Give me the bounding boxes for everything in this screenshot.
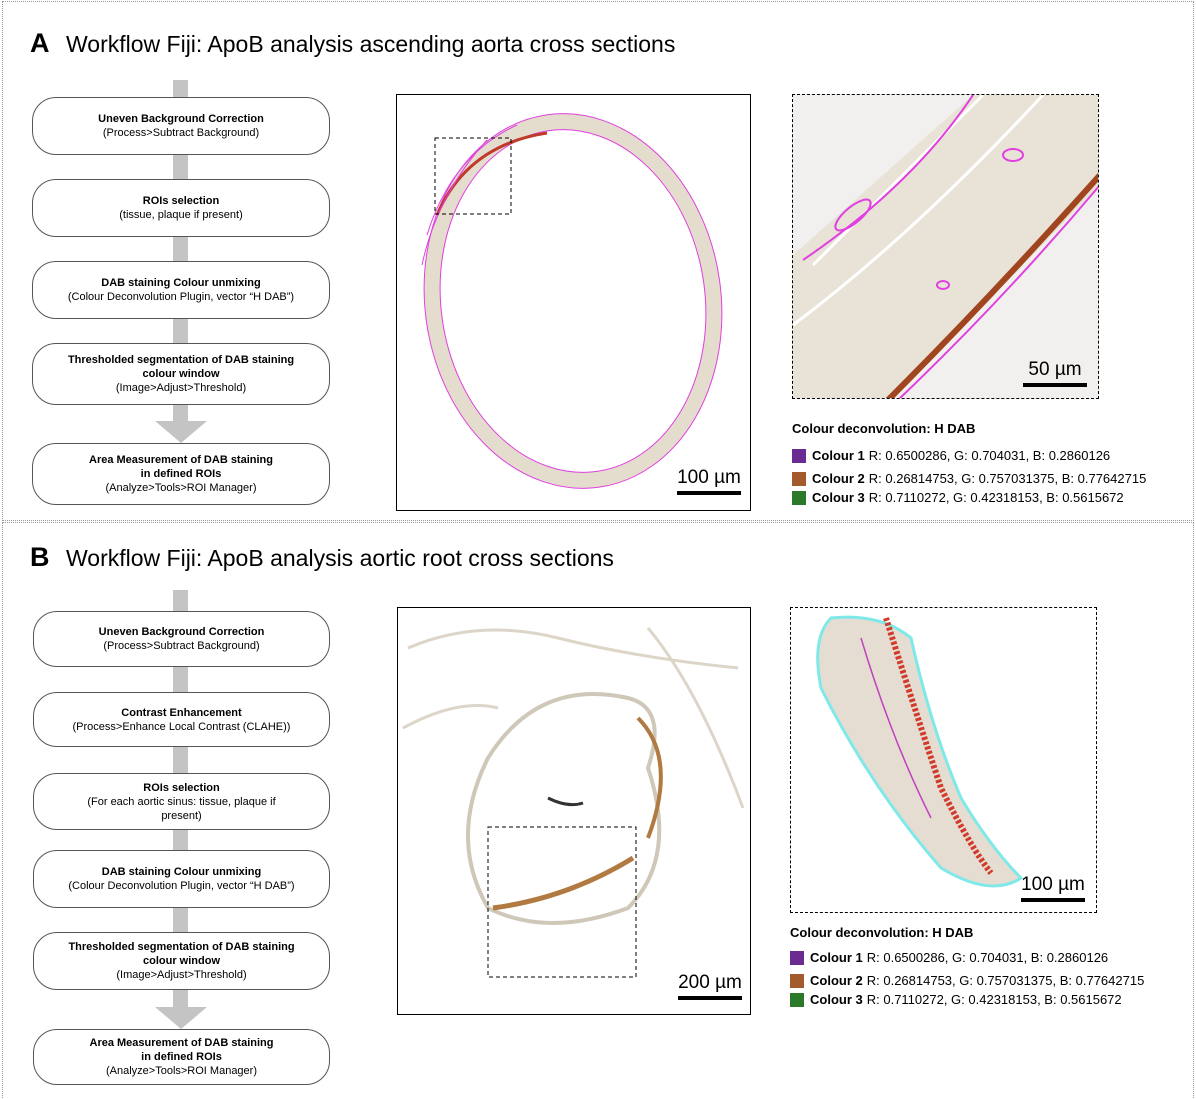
aorta-drawing xyxy=(397,95,751,511)
connector xyxy=(173,590,188,611)
legend-swatch xyxy=(790,951,804,965)
legend-title: Colour deconvolution: H DAB xyxy=(790,925,973,940)
step-detail: (Process>Subtract Background) xyxy=(103,126,259,140)
legend-swatch xyxy=(792,472,806,486)
workflow-step: Contrast Enhancement(Process>Enhance Loc… xyxy=(33,692,330,747)
root-zoom: 100 µm xyxy=(790,607,1097,913)
step-detail: (Image>Adjust>Threshold) xyxy=(116,968,246,982)
legend-text: R: 0.6500286, G: 0.704031, B: 0.2860126 xyxy=(867,950,1108,965)
workflow-step: DAB staining Colour unmixing(Colour Deco… xyxy=(33,850,330,908)
legend-label: Colour 1 xyxy=(812,448,865,463)
legend-text: R: 0.7110272, G: 0.42318153, B: 0.561567… xyxy=(869,490,1124,505)
connector xyxy=(173,80,188,97)
connector xyxy=(173,405,188,421)
step-detail: (Colour Deconvolution Plugin, vector “H … xyxy=(68,290,294,304)
legend-text: R: 0.26814753, G: 0.757031375, B: 0.7764… xyxy=(869,471,1147,486)
step-detail: (Analyze>Tools>ROI Manager) xyxy=(106,1064,257,1078)
legend-swatch xyxy=(792,491,806,505)
step-title: Thresholded segmentation of DAB staining xyxy=(68,353,294,367)
aorta-image: 100 µm xyxy=(396,94,751,511)
legend-swatch xyxy=(792,449,806,463)
connector xyxy=(173,237,188,261)
legend-item: Colour 1 R: 0.6500286, G: 0.704031, B: 0.… xyxy=(790,950,1108,965)
panel-letter: A xyxy=(30,28,50,59)
step-detail: present) xyxy=(161,809,201,823)
workflow-step: Thresholded segmentation of DAB staining… xyxy=(33,932,330,990)
connector xyxy=(173,990,188,1007)
workflow-step: Thresholded segmentation of DAB staining… xyxy=(32,343,330,405)
scale-bar: 100 µm xyxy=(669,467,749,495)
connector xyxy=(173,830,188,850)
step-title: colour window xyxy=(143,367,220,381)
root-drawing xyxy=(398,608,751,1015)
legend-swatch xyxy=(790,993,804,1007)
step-title: ROIs selection xyxy=(143,781,219,795)
legend-title: Colour deconvolution: H DAB xyxy=(792,421,975,436)
legend-text: R: 0.7110272, G: 0.42318153, B: 0.561567… xyxy=(867,992,1122,1007)
legend-item: Colour 3 R: 0.7110272, G: 0.42318153, B: … xyxy=(790,992,1122,1007)
zoom-drawing xyxy=(793,95,1099,399)
legend-label: Colour 2 xyxy=(812,471,865,486)
arrow-head xyxy=(155,1007,207,1029)
step-title: Thresholded segmentation of DAB staining xyxy=(68,940,294,954)
legend-item: Colour 2 R: 0.26814753, G: 0.757031375, B… xyxy=(790,973,1144,988)
legend-label: Colour 3 xyxy=(812,490,865,505)
legend-item: Colour 2 R: 0.26814753, G: 0.757031375, B… xyxy=(792,471,1146,486)
workflow-step: ROIs selection(tissue, plaque if present… xyxy=(32,179,330,237)
step-detail: (tissue, plaque if present) xyxy=(119,208,243,222)
zoom-drawing xyxy=(791,608,1097,913)
step-title: Contrast Enhancement xyxy=(121,706,241,720)
legend-item: Colour 1 R: 0.6500286, G: 0.704031, B: 0.… xyxy=(792,448,1110,463)
step-title: DAB staining Colour unmixing xyxy=(102,865,262,879)
workflow-step: ROIs selection(For each aortic sinus: ti… xyxy=(33,773,330,830)
step-detail: (For each aortic sinus: tissue, plaque i… xyxy=(87,795,275,809)
scale-bar: 50 µm xyxy=(1015,359,1095,387)
connector xyxy=(173,319,188,343)
step-detail: (Image>Adjust>Threshold) xyxy=(116,381,246,395)
step-title: Area Measurement of DAB staining xyxy=(90,1036,274,1050)
connector xyxy=(173,908,188,932)
panel-title: Workflow Fiji: ApoB analysis ascending a… xyxy=(66,31,675,58)
legend-swatch xyxy=(790,974,804,988)
connector xyxy=(173,667,188,692)
connector xyxy=(173,155,188,179)
step-detail: (Colour Deconvolution Plugin, vector “H … xyxy=(68,879,294,893)
legend-label: Colour 2 xyxy=(810,973,863,988)
scale-bar: 200 µm xyxy=(670,972,750,1000)
step-title: DAB staining Colour unmixing xyxy=(101,276,261,290)
scale-bar: 100 µm xyxy=(1013,874,1093,902)
step-detail: (Process>Subtract Background) xyxy=(103,639,259,653)
step-title: in defined ROIs xyxy=(141,1050,222,1064)
workflow-step: DAB staining Colour unmixing(Colour Deco… xyxy=(32,261,330,319)
step-title: Uneven Background Correction xyxy=(98,112,264,126)
legend-label: Colour 1 xyxy=(810,950,863,965)
legend-text: R: 0.6500286, G: 0.704031, B: 0.2860126 xyxy=(869,448,1110,463)
step-title: Uneven Background Correction xyxy=(99,625,265,639)
aorta-zoom: 50 µm xyxy=(792,94,1099,399)
legend-label: Colour 3 xyxy=(810,992,863,1007)
panel-letter: B xyxy=(30,542,50,573)
step-title: Area Measurement of DAB staining xyxy=(89,453,273,467)
legend-text: R: 0.26814753, G: 0.757031375, B: 0.7764… xyxy=(867,973,1145,988)
workflow-step: Uneven Background Correction(Process>Sub… xyxy=(32,97,330,155)
workflow-step: Uneven Background Correction(Process>Sub… xyxy=(33,611,330,667)
step-detail: (Analyze>Tools>ROI Manager) xyxy=(105,481,256,495)
connector xyxy=(173,747,188,773)
root-image: 200 µm xyxy=(397,607,751,1015)
step-title: colour window xyxy=(143,954,220,968)
step-detail: (Process>Enhance Local Contrast (CLAHE)) xyxy=(73,720,291,734)
legend-item: Colour 3 R: 0.7110272, G: 0.42318153, B: … xyxy=(792,490,1124,505)
step-title: ROIs selection xyxy=(143,194,219,208)
panel-title: Workflow Fiji: ApoB analysis aortic root… xyxy=(66,545,614,572)
figure: 100 µm 50 µm 200 µm xyxy=(0,0,1196,1099)
arrow-head xyxy=(155,421,207,443)
step-title: in defined ROIs xyxy=(141,467,222,481)
